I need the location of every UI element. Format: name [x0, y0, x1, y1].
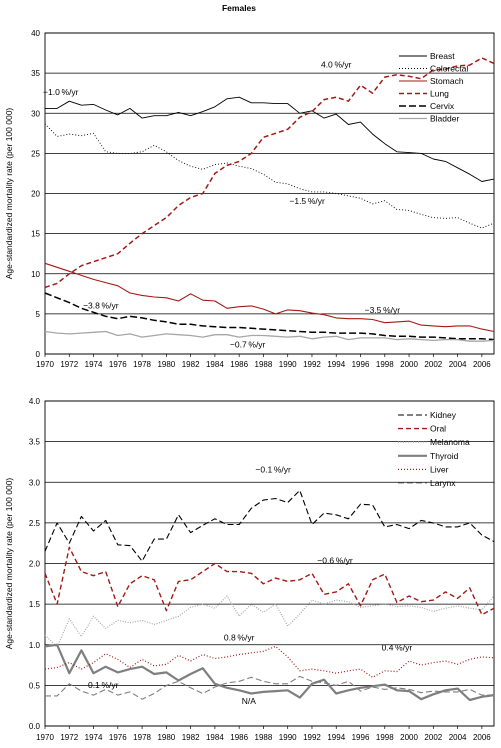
y-tick-label: 2.5	[29, 519, 41, 528]
x-tick-label: 2006	[473, 733, 491, 742]
trend-annotation: −0.7 %/yr	[230, 340, 266, 350]
x-tick-label: 1976	[109, 360, 127, 369]
x-tick-label: 1986	[230, 733, 248, 742]
legend-label-melanoma: Melanoma	[430, 437, 470, 447]
x-tick-label: 1982	[182, 360, 200, 369]
x-tick-label: 2004	[449, 360, 467, 369]
y-tick-label: 3.0	[29, 478, 41, 487]
x-tick-label: 2000	[400, 733, 418, 742]
x-tick-label: 1990	[279, 360, 297, 369]
series-line-stomach	[44, 262, 495, 333]
x-tick-label: 1988	[255, 360, 273, 369]
x-tick-label: 1992	[303, 360, 321, 369]
series-line-colorectal	[44, 123, 495, 229]
x-tick-label: 1994	[327, 360, 345, 369]
legend-label-bladder: Bladder	[430, 114, 459, 124]
legend-label-kidney: Kidney	[430, 410, 457, 420]
x-tick-label: 1998	[376, 733, 394, 742]
trend-annotation: −3.8 %/yr	[83, 300, 119, 310]
series-line-cervix	[44, 292, 495, 341]
y-tick-label: 1.5	[29, 600, 41, 609]
x-tick-label: 1994	[327, 733, 345, 742]
trend-annotation: −0.6 %/yr	[317, 556, 353, 566]
legend-label-oral: Oral	[430, 424, 446, 434]
trend-annotation: 0.1 %/yr	[88, 680, 119, 690]
series-line-breast	[45, 96, 495, 182]
legend-label-colorectal: Colorectal	[430, 64, 468, 74]
chart-panel-1: Females 0 5 10 15 20 25 30 35 40 1970 1972 1974 1976 1…	[4, 3, 495, 369]
x-tick-label: 2002	[424, 733, 442, 742]
chart-panel-2: 0.0 0.5 1.0 1.5 2.0 2.5 3.0 3.5 4.0 1970 1972 1974 1…	[4, 397, 495, 742]
trend-annotation: −3.5 %/yr	[365, 305, 401, 315]
series-line-oral	[44, 546, 495, 616]
y-tick-label: 1.0	[29, 641, 41, 650]
trend-annotation: −0.1 %/yr	[255, 465, 291, 475]
x-tick-label: 1974	[85, 733, 103, 742]
trend-annotation: 0.4 %/yr	[382, 642, 413, 652]
series-line-larynx	[45, 675, 494, 700]
y-axis-label: Age-standardized mortality rate (per 100…	[4, 478, 14, 650]
x-tick-label: 1996	[352, 360, 370, 369]
x-tick-label: 1972	[60, 360, 78, 369]
x-tick-label: 2002	[424, 360, 442, 369]
legend-label-thyroid: Thyroid	[430, 451, 459, 461]
legend-label-liver: Liver	[430, 464, 449, 474]
y-tick-label: 4.0	[29, 397, 41, 406]
y-tick-label: 5	[36, 310, 41, 319]
y-tick-label: 25	[31, 149, 40, 158]
series-line-liver	[44, 645, 495, 678]
y-tick-label: 15	[31, 230, 40, 239]
x-tick-label: 1982	[182, 733, 200, 742]
y-tick-label: 0.0	[29, 722, 41, 731]
trend-annotation: −1.0 %/yr	[43, 87, 79, 97]
legend-label-lung: Lung	[430, 89, 449, 99]
y-tick-label: 0.5	[29, 681, 41, 690]
series-line-thyroid	[44, 643, 495, 702]
legend-label-larynx: Larynx	[430, 478, 456, 488]
x-tick-label: 1980	[157, 360, 175, 369]
x-tick-label: 1970	[36, 733, 54, 742]
x-tick-label: 1988	[255, 733, 273, 742]
y-axis-label: Age-standardized mortality rate (per 100…	[4, 108, 14, 280]
x-tick-label: 1978	[133, 360, 151, 369]
x-tick-label: 1984	[206, 360, 224, 369]
trend-annotation: 4.0 %/yr	[321, 60, 352, 70]
x-tick-label: 1984	[206, 733, 224, 742]
legend-label-breast: Breast	[430, 51, 455, 61]
trend-annotation: −1.5 %/yr	[289, 196, 325, 206]
y-tick-label: 40	[31, 29, 40, 38]
x-tick-label: 1992	[303, 733, 321, 742]
x-tick-label: 1998	[376, 360, 394, 369]
chart-title: Females	[222, 3, 256, 13]
legend-label-stomach: Stomach	[430, 76, 464, 86]
series-line-kidney	[44, 489, 495, 562]
x-tick-label: 2006	[473, 360, 491, 369]
trend-annotation: N/A	[242, 696, 257, 706]
series-line-bladder	[44, 330, 495, 342]
x-tick-label: 1996	[352, 733, 370, 742]
y-tick-label: 20	[31, 190, 40, 199]
x-tick-label: 2004	[449, 733, 467, 742]
y-tick-label: 2.0	[29, 560, 41, 569]
x-tick-label: 1972	[60, 733, 78, 742]
series-line-lung	[44, 57, 495, 289]
y-tick-label: 3.5	[29, 438, 41, 447]
x-tick-label: 1990	[279, 733, 297, 742]
y-tick-label: 0	[36, 350, 41, 359]
series-line-melanoma	[44, 595, 495, 648]
x-tick-label: 1986	[230, 360, 248, 369]
x-tick-label: 2000	[400, 360, 418, 369]
y-tick-label: 30	[31, 109, 40, 118]
y-tick-label: 10	[31, 270, 40, 279]
x-tick-label: 1976	[109, 733, 127, 742]
trend-annotation: 0.8 %/yr	[224, 633, 255, 643]
x-tick-label: 1980	[157, 733, 175, 742]
x-tick-label: 1978	[133, 733, 151, 742]
y-tick-label: 35	[31, 69, 40, 78]
legend-label-cervix: Cervix	[430, 101, 455, 111]
x-tick-label: 1974	[85, 360, 103, 369]
x-tick-label: 1970	[36, 360, 54, 369]
